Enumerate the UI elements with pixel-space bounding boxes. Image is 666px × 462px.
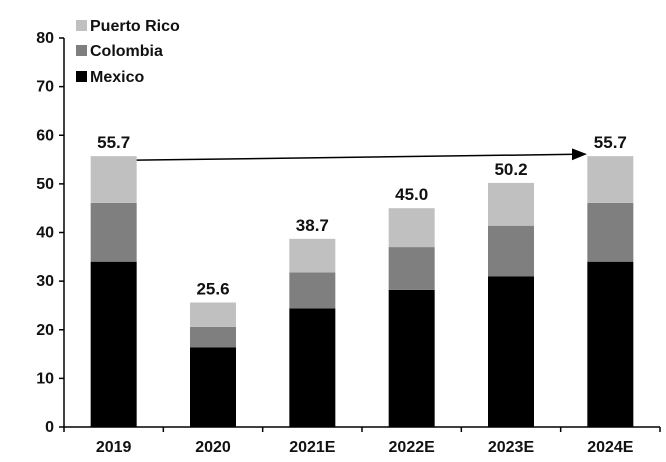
x-axis: 2019 2020 2021E 2022E 2023E 2024E	[63, 426, 661, 456]
bar-segment-colombia-2021e	[289, 272, 336, 309]
legend: Puerto Rico Colombia Mexico	[76, 18, 180, 86]
bar-segment-colombia-2023e	[488, 225, 534, 277]
x-tick-label-2020: 2020	[195, 439, 231, 456]
bar-segment-colombia-2019	[90, 202, 137, 262]
bars	[90, 156, 634, 427]
y-tick-label-60: 60	[36, 127, 54, 144]
y-tick-label-20: 20	[36, 322, 54, 339]
total-label-2023e: 50.2	[494, 160, 527, 179]
y-tick-label-70: 70	[36, 79, 54, 96]
total-labels: 55.7 25.6 38.7 45.0 50.2 55.7	[97, 133, 627, 298]
total-label-2021e: 38.7	[296, 216, 329, 235]
bar-segment-mexico-2022e	[388, 289, 435, 427]
bar-segment-mexico-2020	[190, 347, 236, 427]
bar-segment-mexico-2021e	[289, 308, 336, 427]
x-tick-label-2021e: 2021E	[289, 439, 336, 456]
y-axis: 0 10 20 30 40 50 60 70 80	[36, 30, 65, 436]
bar-segment-mexico-2023e	[488, 276, 534, 427]
total-label-2022e: 45.0	[395, 185, 428, 204]
x-tick-label-2023e: 2023E	[488, 439, 535, 456]
growth-arrow	[136, 148, 587, 161]
y-tick-label-50: 50	[36, 176, 54, 193]
legend-label-puerto-rico: Puerto Rico	[90, 18, 180, 35]
legend-label-mexico: Mexico	[90, 69, 144, 86]
x-tick-label-2019: 2019	[96, 439, 132, 456]
bar-segment-puerto-rico-2021e	[289, 238, 336, 273]
total-label-2019: 55.7	[97, 133, 130, 152]
total-label-2024e: 55.7	[594, 133, 627, 152]
bar-segment-mexico-2024e	[587, 261, 634, 427]
y-tick-label-40: 40	[36, 225, 54, 242]
x-tick-label-2022e: 2022E	[389, 439, 436, 456]
y-tick-label-30: 30	[36, 273, 54, 290]
bar-segment-colombia-2022e	[388, 247, 435, 290]
bar-segment-colombia-2020	[190, 326, 236, 348]
bar-segment-puerto-rico-2023e	[488, 182, 534, 226]
x-tick-label-2024e: 2024E	[587, 439, 634, 456]
y-tick-label-10: 10	[36, 370, 54, 387]
y-tick-label-80: 80	[36, 30, 54, 47]
growth-arrow-annotation	[136, 148, 587, 161]
legend-swatch-colombia	[76, 45, 87, 56]
legend-swatch-mexico	[76, 71, 87, 82]
y-tick-label-0: 0	[45, 419, 54, 436]
bar-segment-puerto-rico-2020	[190, 302, 236, 327]
bar-segment-puerto-rico-2019	[90, 156, 137, 203]
legend-label-colombia: Colombia	[90, 43, 163, 60]
bar-segment-mexico-2019	[90, 261, 137, 427]
bar-segment-puerto-rico-2022e	[388, 208, 435, 248]
bar-segment-puerto-rico-2024e	[587, 156, 634, 203]
bar-segment-colombia-2024e	[587, 202, 634, 262]
total-label-2020: 25.6	[196, 280, 229, 299]
legend-swatch-puerto-rico	[76, 20, 87, 31]
